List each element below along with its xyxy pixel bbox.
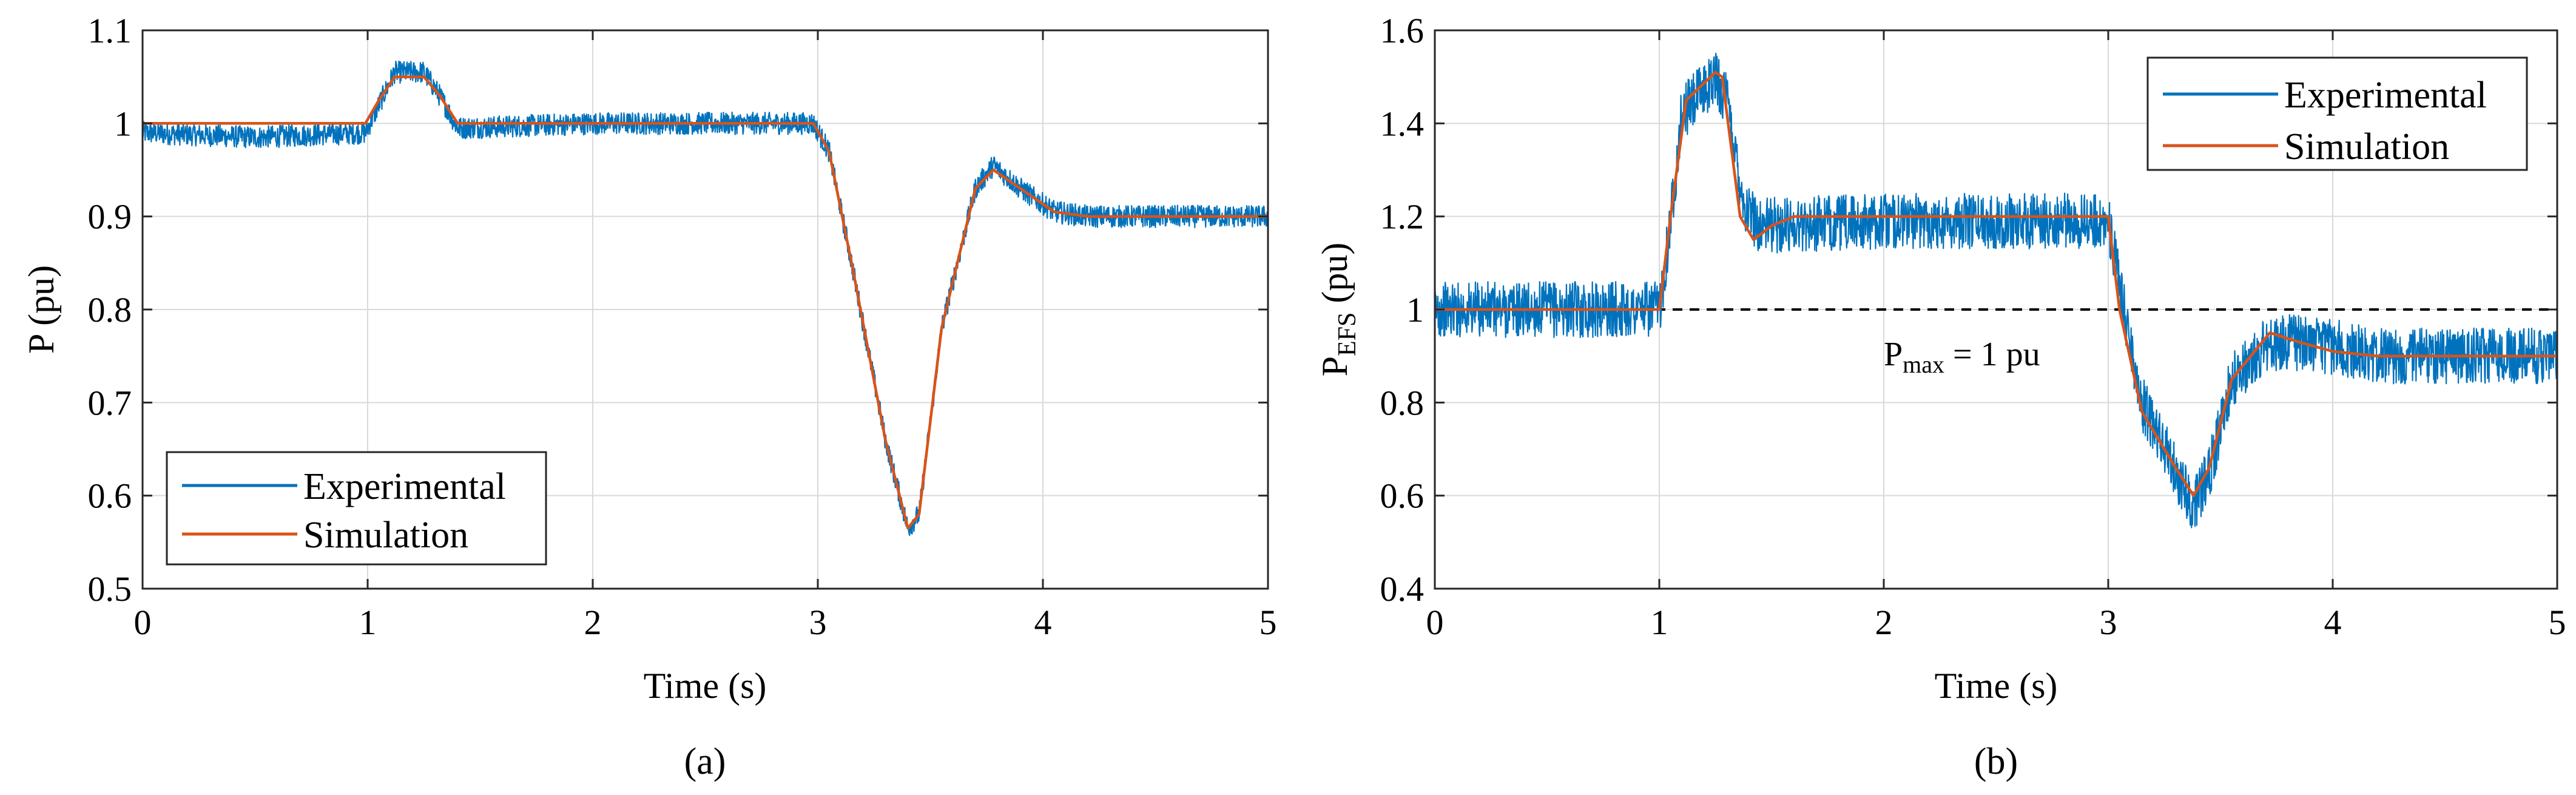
y-tick-label: 1.6 xyxy=(1380,11,1425,50)
y-axis-label-unit-b: (pu) xyxy=(1315,243,1355,313)
series-a xyxy=(141,60,1269,536)
pmax-annotation-sub: max xyxy=(1903,351,1944,378)
legend-box-b xyxy=(2146,56,2528,171)
y-tick-label: 0.6 xyxy=(1380,476,1425,516)
chart-a: 0 1 2 3 4 5 0.5 0.6 0.7 0.8 0.9 1 1.1 P (pu) Time (s… xyxy=(21,11,1277,782)
series-b xyxy=(1434,52,2558,529)
series-line-experimental xyxy=(141,60,1269,536)
x-tick-label: 5 xyxy=(1259,603,1277,642)
x-tick-label: 1 xyxy=(1651,603,1668,642)
y-axis-label-main-b: P xyxy=(1315,356,1355,376)
y-axis-label-b: PEFS (pu) xyxy=(1315,243,1361,377)
x-axis-label-b: Time (s) xyxy=(1935,666,2058,706)
y-tick-label: 0.8 xyxy=(1380,383,1425,422)
y-tick-label: 1 xyxy=(114,104,132,143)
y-tick-label: 1.2 xyxy=(1380,197,1425,237)
chart-b: 0 1 2 3 4 50.40.60.811.21.41.6 PEFS (pu) Time… xyxy=(1315,11,2566,782)
pmax-annotation: Pmax = 1 pu xyxy=(1884,336,2040,378)
series-line-experimental xyxy=(1434,52,2558,529)
y-tick-label: 0.8 xyxy=(88,290,132,330)
series-line-simulation xyxy=(1435,70,2557,497)
legend-a: Experimental Simulation xyxy=(166,451,547,566)
x-tick-label: 2 xyxy=(1875,603,1893,642)
legend-box-a xyxy=(166,451,547,566)
legend-label-experimental-a: Experimental xyxy=(303,466,506,507)
x-axis-label-a: Time (s) xyxy=(644,666,767,706)
x-tick-label: 4 xyxy=(2324,603,2342,642)
y-tick-label: 0.7 xyxy=(88,383,132,422)
series-line-simulation xyxy=(143,75,1268,530)
x-tick-label: 1 xyxy=(359,603,377,642)
y-tick-label: 0.5 xyxy=(88,569,132,609)
y-tick-label: 0.9 xyxy=(88,197,132,237)
legend-label-simulation-a: Simulation xyxy=(303,515,468,556)
y-axis-label-sub-b: EFS xyxy=(1334,313,1361,356)
x-tick-label: 3 xyxy=(2100,603,2117,642)
x-tick-label: 5 xyxy=(2549,603,2566,642)
legend-b: Experimental Simulation xyxy=(2146,56,2528,171)
x-tick-label: 0 xyxy=(134,603,152,642)
x-tick-label: 2 xyxy=(584,603,602,642)
legend-label-experimental-b: Experimental xyxy=(2284,75,2487,116)
x-tick-label: 4 xyxy=(1034,603,1052,642)
panel-label-b: (b) xyxy=(1974,741,2018,782)
legend-label-simulation-b: Simulation xyxy=(2284,126,2449,167)
y-axis-label-a: P (pu) xyxy=(21,265,61,354)
y-tick-label: 1 xyxy=(1406,290,1424,330)
x-tick-label: 3 xyxy=(809,603,827,642)
y-tick-label: 0.4 xyxy=(1380,569,1425,609)
y-tick-label: 0.6 xyxy=(88,476,132,516)
y-tick-label: 1.4 xyxy=(1380,104,1425,143)
panel-label-a: (a) xyxy=(684,741,726,782)
y-tick-label: 1.1 xyxy=(88,11,132,50)
pmax-annotation-rest: = 1 pu xyxy=(1944,336,2040,373)
x-tick-label: 0 xyxy=(1426,603,1444,642)
ticks-a: 0 1 2 3 4 5 0.5 0.6 0.7 0.8 0.9 1 1.1 xyxy=(88,11,1277,642)
ticks-b: 0 1 2 3 4 5 0.4 0.6 0.8 1 1.2 1.4 1.6 xyxy=(1380,11,2566,642)
pmax-annotation-main: P xyxy=(1884,336,1903,373)
